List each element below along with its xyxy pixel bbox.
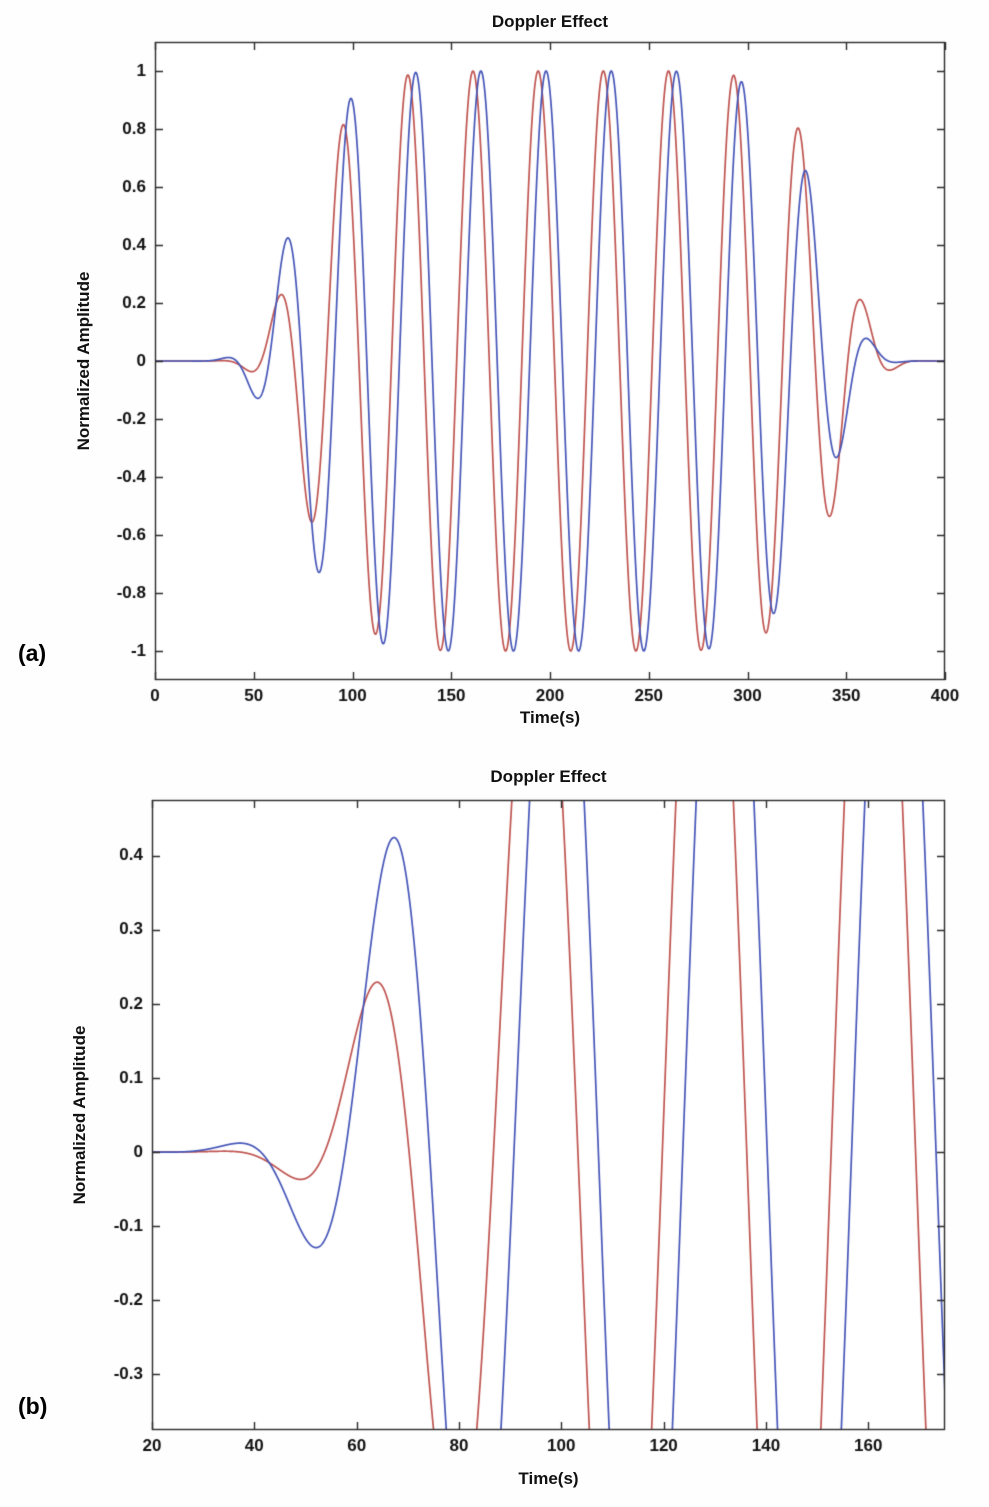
chart-title-b: Doppler Effect: [490, 767, 607, 786]
panel-letter-a: (a): [18, 640, 47, 666]
plot-canvas-a: [0, 0, 989, 755]
y-axis-label-a: Normalized Amplitude: [74, 271, 93, 451]
panel-a: Doppler Effect Normalized Amplitude Time…: [0, 0, 989, 755]
panel-b: Doppler Effect Normalized Amplitude Time…: [0, 755, 989, 1507]
x-axis-label-a: Time(s): [519, 708, 581, 727]
plot-canvas-b: [0, 755, 989, 1507]
panel-letter-b: (b): [18, 1393, 48, 1419]
x-axis-label-b: Time(s): [518, 1469, 579, 1488]
y-axis-label-b: Normalized Amplitude: [70, 1025, 89, 1205]
chart-title-a: Doppler Effect: [491, 12, 609, 31]
